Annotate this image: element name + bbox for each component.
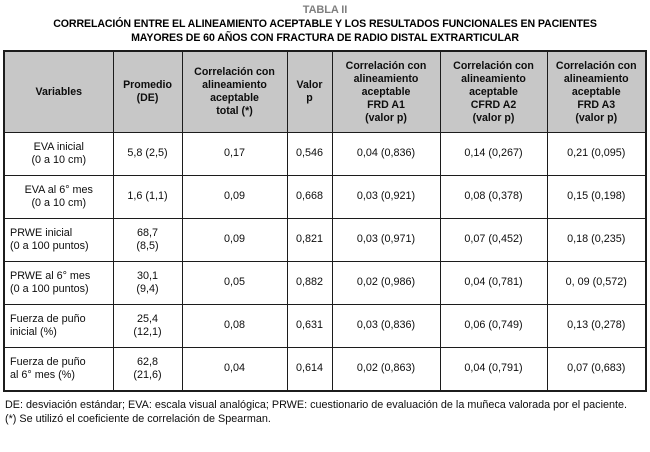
value-cell: 0,17 [181,132,288,176]
value-cell: 0,08 (0,378) [439,175,548,219]
value-cell: 0,882 [286,261,333,305]
table-row: EVA inicial (0 a 10 cm) 5,8 (2,5) 0,17 0,54… [3,132,647,176]
value-cell: 68,7 (8,5) [112,218,183,262]
header-variables: Variables [3,50,114,133]
footnote-spearman: (*) Se utilizó el coeficiente de correla… [5,412,271,425]
value-cell: 0,07 (0,452) [439,218,548,262]
table-row: PRWE inicial (0 a 100 puntos) 68,7 (8,5) 0… [3,218,647,262]
value-cell: 0,15 (0,198) [546,175,647,219]
title-block: TABLA II CORRELACIÓN ENTRE EL ALINEAMIEN… [0,0,650,45]
table-row: EVA al 6° mes (0 a 10 cm) 1,6 (1,1) 0,09 0,… [3,175,647,219]
variable-cell: EVA al 6° mes (0 a 10 cm) [3,175,114,219]
header-frd-a1: Correlación con alineamiento aceptable F… [331,50,441,133]
value-cell: 62,8 (21,6) [112,347,183,392]
value-cell: 0,08 [181,304,288,348]
value-cell: 0,13 (0,278) [546,304,647,348]
value-cell: 0,04 (0,836) [331,132,441,176]
value-cell: 25,4 (12,1) [112,304,183,348]
value-cell: 0,02 (0,863) [331,347,441,392]
variable-cell: EVA inicial (0 a 10 cm) [3,132,114,176]
variable-cell: Fuerza de puño inicial (%) [3,304,114,348]
value-cell: 0,03 (0,921) [331,175,441,219]
header-promedio: Promedio (DE) [112,50,183,133]
value-cell: 0,821 [286,218,333,262]
value-cell: 0,09 [181,175,288,219]
header-cfrd-a2: Correlación con alineamiento aceptable C… [439,50,548,133]
header-frd-a3: Correlación con alineamiento aceptable F… [546,50,647,133]
variable-cell: PRWE al 6° mes (0 a 100 puntos) [3,261,114,305]
value-cell: 0,04 (0,781) [439,261,548,305]
variable-cell: PRWE inicial (0 a 100 puntos) [3,218,114,262]
value-cell: 0,07 (0,683) [546,347,647,392]
value-cell: 0,09 [181,218,288,262]
value-cell: 0,03 (0,971) [331,218,441,262]
table-number-label: TABLA II [302,4,348,16]
value-cell: 0,04 [181,347,288,392]
value-cell: 0, 09 (0,572) [546,261,647,305]
value-cell: 5,8 (2,5) [112,132,183,176]
footnotes: DE: desviación estándar; EVA: escala vis… [5,399,642,426]
value-cell: 0,631 [286,304,333,348]
value-cell: 0,03 (0,836) [331,304,441,348]
footnote-abbreviations: DE: desviación estándar; EVA: escala vis… [5,399,627,411]
value-cell: 0,614 [286,347,333,392]
value-cell: 0,546 [286,132,333,176]
header-correlacion-total: Correlación con alineamiento aceptable t… [181,50,288,133]
table-row: Fuerza de puño al 6° mes (%) 62,8 (21,6) 0… [3,347,647,392]
value-cell: 0,21 (0,095) [546,132,647,176]
table-header-row: Variables Promedio (DE) Correlación con … [3,50,647,133]
value-cell: 0,18 (0,235) [546,218,647,262]
table-row: Fuerza de puño inicial (%) 25,4 (12,1) 0,0… [3,304,647,348]
table-title: CORRELACIÓN ENTRE EL ALINEAMIENTO ACEPTA… [53,18,597,44]
header-valor-p: Valor p [286,50,333,133]
value-cell: 0,04 (0,791) [439,347,548,392]
value-cell: 0,06 (0,749) [439,304,548,348]
value-cell: 0,668 [286,175,333,219]
value-cell: 0,02 (0,986) [331,261,441,305]
value-cell: 1,6 (1,1) [112,175,183,219]
value-cell: 0,14 (0,267) [439,132,548,176]
table-row: PRWE al 6° mes (0 a 100 puntos) 30,1 (9,4… [3,261,647,305]
correlation-table: Variables Promedio (DE) Correlación con … [3,50,647,392]
variable-cell: Fuerza de puño al 6° mes (%) [3,347,114,392]
value-cell: 0,05 [181,261,288,305]
table-body: EVA inicial (0 a 10 cm) 5,8 (2,5) 0,17 0,54… [3,132,647,392]
value-cell: 30,1 (9,4) [112,261,183,305]
